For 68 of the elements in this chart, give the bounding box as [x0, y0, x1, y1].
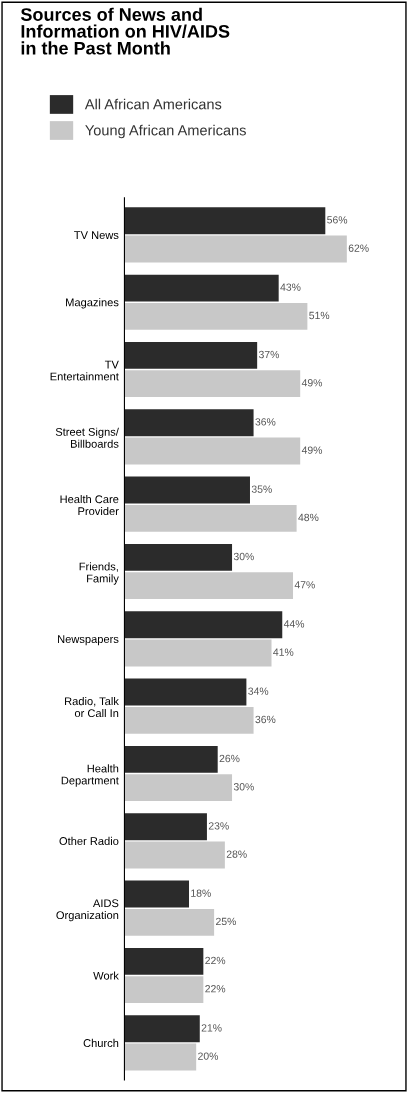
bar	[124, 235, 347, 263]
bar	[124, 976, 204, 1004]
data-label: 37%	[258, 350, 280, 359]
y-tick-label: TV News	[74, 231, 119, 239]
data-label: 30%	[233, 552, 254, 561]
bar	[124, 841, 225, 869]
bar	[124, 370, 301, 398]
data-label: 41%	[273, 648, 294, 656]
y-tick-label: Newspapers	[58, 635, 119, 646]
data-label: 22%	[205, 985, 226, 993]
data-label: 25%	[216, 917, 236, 926]
data-label: 34%	[248, 687, 269, 695]
legend-label: Young African Americans	[85, 124, 246, 139]
data-label: 30%	[233, 783, 254, 791]
bar	[124, 908, 215, 936]
data-label: 48%	[298, 513, 319, 522]
data-label: 49%	[301, 446, 323, 454]
y-tick-label: Radio, Talk or Call In	[65, 696, 119, 718]
bar	[124, 543, 233, 571]
bar	[124, 572, 294, 600]
y-tick-label: Church	[83, 1038, 119, 1047]
y-tick-label: TV Entertainment	[50, 360, 119, 381]
data-label: 49%	[301, 379, 323, 387]
data-label: 28%	[226, 850, 247, 858]
data-label: 36%	[255, 715, 276, 724]
bar	[124, 302, 308, 330]
data-label: 44%	[283, 620, 305, 628]
data-label: 35%	[251, 485, 272, 493]
y-tick-label: AIDS Organization	[56, 899, 119, 922]
bar	[124, 1043, 197, 1071]
data-label: 56%	[327, 216, 348, 224]
bar	[124, 274, 279, 302]
y-tick-label: Friends, Family	[79, 562, 119, 585]
data-label: 21%	[201, 1024, 222, 1032]
bar	[124, 504, 297, 532]
data-label: 18%	[191, 889, 211, 897]
y-tick-label: Magazines	[66, 298, 119, 309]
bar	[124, 409, 254, 437]
data-label: 51%	[309, 311, 330, 320]
y-tick-label: Work	[93, 971, 119, 980]
bar	[124, 476, 250, 504]
data-label: 47%	[294, 581, 315, 589]
y-tick-label: Other Radio	[59, 836, 119, 845]
data-label: 23%	[208, 822, 229, 830]
y-tick-label: Health Department	[61, 764, 119, 787]
bar	[124, 813, 207, 841]
data-label: 22%	[205, 956, 226, 965]
data-label: 26%	[219, 754, 240, 763]
bar	[124, 706, 254, 734]
bar	[124, 341, 258, 369]
y-tick-label: Street Signs/ Billboards	[55, 427, 119, 448]
data-label: 62%	[348, 244, 369, 252]
bar	[124, 639, 272, 667]
bar	[124, 745, 218, 773]
data-label: 20%	[198, 1052, 219, 1060]
bar	[124, 437, 301, 465]
bar	[124, 880, 190, 908]
legend-label: All African Americans	[84, 98, 222, 110]
bar	[124, 1015, 200, 1043]
data-label: 36%	[255, 418, 276, 426]
bar	[124, 678, 247, 706]
chart-title: Sources of News and Information on HIV/AIDS in the Past Month	[20, 7, 230, 55]
data-label: 43%	[280, 283, 301, 291]
bar	[124, 611, 283, 639]
bar	[124, 774, 233, 802]
y-tick-label: Health Care Provider	[60, 494, 119, 516]
bar	[124, 947, 204, 975]
bar	[124, 207, 326, 235]
